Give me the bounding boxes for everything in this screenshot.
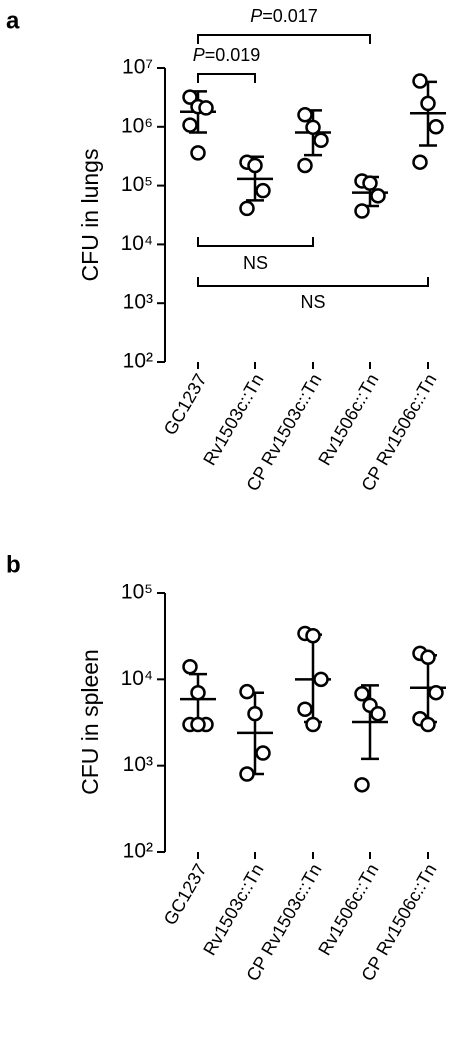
panel-label: b [6,551,21,578]
data-point [297,107,313,123]
data-point [370,188,386,204]
y-tick-label: 10⁴ [121,667,153,690]
y-tick-label: 10⁵ [121,173,153,196]
data-point [239,766,255,782]
data-point [428,119,444,135]
data-point [420,716,436,733]
data-point [247,157,263,174]
data-point [354,686,370,702]
p-value: =0.017 [262,6,318,26]
data-point [255,182,271,199]
data-point [362,175,378,191]
data-point [354,777,370,793]
x-tick-label: Rv1506c::Tn [314,370,382,468]
y-tick-label: 10⁴ [121,232,153,255]
significance-bracket [197,34,371,44]
y-tick-label: 10³ [123,753,153,776]
data-point [239,683,255,700]
y-tick-label: 10² [123,840,153,863]
y-tick-label: 10⁶ [121,114,153,137]
data-point [297,157,313,174]
x-tick-label: GC1237 [160,370,211,438]
data-point [239,200,255,217]
data-point [305,716,321,733]
significance-label: NS [300,292,325,312]
data-point [420,649,436,666]
data-point [297,701,313,718]
y-tick-label: 10² [123,350,153,373]
y-tick-label: 10³ [123,291,153,314]
data-point [190,145,206,161]
data-point [305,119,321,136]
data-point [305,627,321,644]
italic-p: P [193,45,205,65]
significance-label: P=0.017 [250,6,318,26]
significance-bracket [197,73,256,83]
data-point [247,705,263,722]
x-tick-label: Rv1503c::Tn [199,370,267,468]
data-point [370,705,386,722]
data-point [182,89,198,105]
data-point [412,73,428,89]
y-axis-label: CFU in spleen [77,649,103,795]
data-point [198,100,214,116]
data-point [182,658,198,675]
x-tick-label: Rv1503c::Tn [199,860,267,958]
significance-label: NS [243,253,268,273]
data-point [428,684,444,701]
data-point [313,132,329,149]
significance-bracket [197,277,429,287]
y-tick-label: 10⁷ [122,56,153,79]
y-tick-label: 10⁵ [121,581,153,604]
x-tick-label: Rv1506c::Tn [314,860,382,958]
data-point [255,745,271,761]
italic-p: P [250,6,262,26]
data-point [420,95,436,112]
data-point [190,716,206,733]
y-axis-label: CFU in lungs [77,149,103,282]
significance-bracket [197,237,314,247]
data-point [182,117,198,133]
data-point [313,671,329,688]
panel-label: a [6,7,20,34]
significance-label: P=0.019 [193,45,261,65]
data-point [190,684,206,701]
p-value: =0.019 [205,45,261,65]
data-point [354,203,370,219]
x-tick-label: GC1237 [160,860,211,928]
data-point [412,154,428,170]
